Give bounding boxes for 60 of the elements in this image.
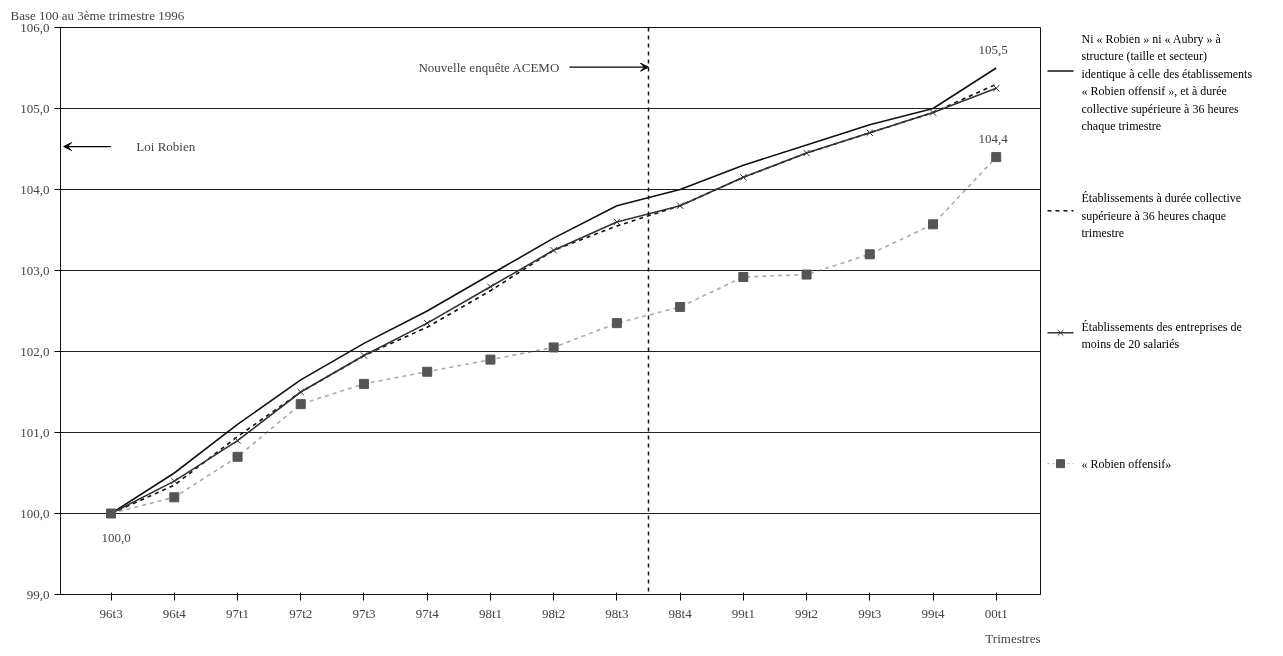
point (170, 477, 178, 485)
data-label: 104,4 (978, 131, 1009, 147)
x-tick-label: 99t3 (858, 605, 882, 621)
data-label: 100,0 (101, 529, 131, 545)
point (297, 388, 305, 396)
point (295, 399, 306, 410)
x-tick-label: 98t3 (605, 605, 629, 621)
point (485, 354, 496, 365)
y-tick-label: 101,0 (20, 424, 50, 440)
point (929, 108, 937, 117)
x-tick-label: 97t4 (415, 605, 440, 621)
x-tick-label: 97t2 (289, 605, 313, 621)
y-tick-label: 104,0 (20, 181, 50, 197)
point (611, 318, 622, 329)
legend-label: Établissements des entreprises de moins de 20 salariés (1081, 319, 1242, 352)
point (360, 351, 368, 360)
data-label: 105,5 (978, 42, 1008, 57)
x-tick-label: 97t1 (225, 605, 250, 621)
point (232, 451, 243, 462)
x-tick-label: 96t3 (99, 605, 123, 621)
point (233, 436, 242, 445)
point (738, 271, 749, 282)
legend-label: « Robien offensif» (1081, 457, 1172, 472)
x-tick-label: 98t2 (542, 605, 566, 621)
point (864, 249, 875, 260)
y-tick-label: 103,0 (20, 262, 50, 278)
x-axis-title: Trimestres (985, 630, 1041, 646)
legend-label: Établissements à durée collective supérieure à 36 heures chaque trimestre (1081, 191, 1242, 241)
x-tick-label: 99t4 (921, 605, 946, 621)
point (169, 492, 180, 503)
annotation: Loi Robien (136, 139, 196, 155)
x-tick-label: 98t1 (478, 605, 502, 621)
point (422, 366, 433, 377)
point (613, 218, 621, 226)
y-tick-label: 100,0 (20, 505, 50, 521)
point (423, 319, 431, 327)
point (675, 301, 686, 312)
point (866, 129, 874, 137)
ref-line-label: Nouvelle enquête ACEMO (418, 59, 560, 75)
point (991, 152, 1002, 163)
x-tick-label: 97t3 (352, 605, 376, 621)
x-tick-label: 96t4 (162, 605, 187, 621)
x-tick-label: 00t1 (984, 605, 1008, 621)
point (486, 283, 495, 291)
y-tick-label: 99,0 (26, 586, 50, 602)
point (358, 378, 369, 389)
point (548, 342, 559, 353)
point (801, 269, 812, 280)
point (928, 219, 939, 230)
x-tick-label: 99t2 (795, 605, 819, 621)
point (992, 84, 1000, 92)
x-tick-label: 98t4 (668, 605, 693, 621)
text: Ni « Robien » ni « Aubry » à structure (taille et secteur) identique à celle des établissements « Robien offensif », et à durée collective supérieure à 36 heures chaque trimestre (1081, 31, 1253, 134)
point (739, 173, 748, 182)
y-tick-label: 105,0 (20, 100, 50, 116)
x-tick-label: 99t1 (731, 605, 755, 621)
point (802, 149, 811, 157)
point (676, 202, 684, 210)
y-tick-label: 102,0 (20, 343, 50, 359)
point (549, 246, 558, 254)
